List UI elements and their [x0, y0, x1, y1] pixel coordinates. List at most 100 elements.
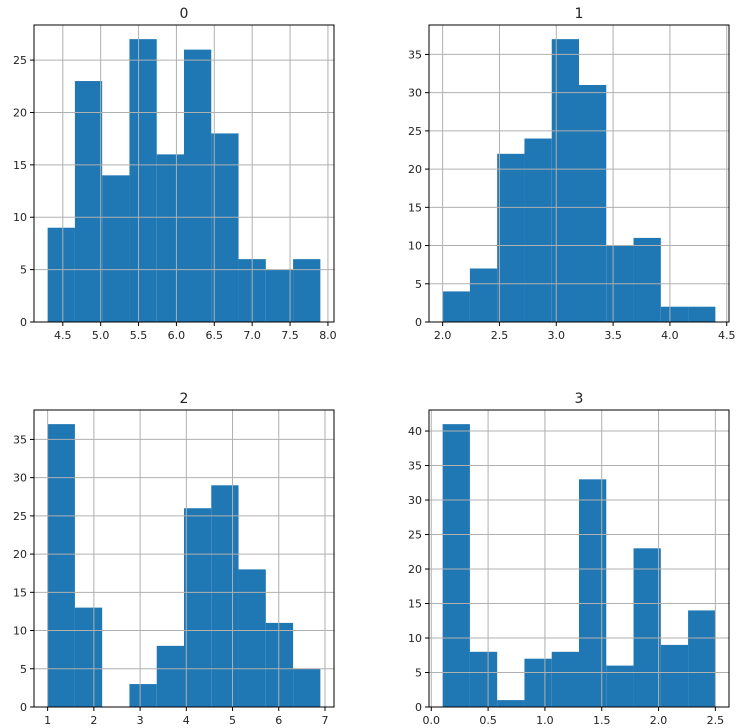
histogram-bar — [633, 548, 661, 707]
y-tick-label: 0 — [415, 316, 422, 329]
histogram-bar — [469, 268, 498, 322]
histogram-bar — [129, 39, 157, 323]
subplot-2: 2 1 2 3 4 5 6 7 0 5 10 15 20 25 30 35 — [13, 391, 335, 727]
histogram-bar — [156, 645, 184, 707]
x-tick-label: 7 — [321, 714, 328, 727]
y-tick-label: 15 — [408, 598, 422, 611]
y-tick-label: 10 — [13, 211, 27, 224]
subplot-title: 1 — [575, 6, 584, 22]
y-tick-label: 35 — [13, 433, 27, 446]
histogram-bar — [606, 665, 634, 707]
x-tick-label: 2.0 — [434, 329, 452, 342]
y-tick-label: 0 — [20, 701, 27, 714]
axes-frame — [33, 24, 335, 323]
histogram-bar — [129, 684, 157, 707]
histogram-bar — [497, 700, 525, 707]
histogram-bar — [660, 306, 689, 322]
y-tick-label: 20 — [408, 163, 422, 176]
x-tick-label: 6 — [275, 714, 282, 727]
y-tick-label: 10 — [408, 240, 422, 253]
x-tick-label: 3.5 — [604, 329, 622, 342]
histogram-bar — [524, 138, 552, 322]
histogram-bar — [102, 175, 130, 322]
x-tick-label: 4.5 — [54, 329, 72, 342]
x-tick-label: 7.5 — [281, 329, 299, 342]
histogram-bar — [660, 644, 689, 707]
histogram-bar — [238, 569, 266, 707]
histogram-bar — [293, 668, 321, 707]
y-tick-label: 10 — [13, 625, 27, 638]
histogram-bar — [442, 424, 470, 707]
x-tick-label: 1.0 — [536, 714, 554, 727]
x-tick-label: 2.5 — [491, 329, 509, 342]
x-tick-label: 1 — [44, 714, 51, 727]
histogram-bar — [47, 424, 75, 707]
subplot-title: 0 — [180, 6, 189, 22]
subplot-title: 2 — [180, 391, 189, 407]
x-tick-label: 6.0 — [168, 329, 186, 342]
y-tick-label: 35 — [408, 460, 422, 473]
x-tick-label: 2.0 — [650, 714, 668, 727]
histogram-bar — [633, 237, 661, 322]
y-tick-label: 5 — [415, 278, 422, 291]
axes-frame — [33, 409, 335, 708]
y-tick-label: 15 — [13, 159, 27, 172]
x-tick-label: 5.5 — [130, 329, 148, 342]
y-tick-label: 15 — [408, 201, 422, 214]
histogram-bar — [688, 306, 716, 322]
y-tick-label: 5 — [20, 264, 27, 277]
histogram-bar — [47, 227, 75, 322]
histogram-bar — [442, 291, 470, 322]
y-tick-label: 30 — [408, 494, 422, 507]
y-tick-label: 25 — [408, 125, 422, 138]
histogram-bar — [156, 154, 184, 322]
x-tick-label: 2 — [90, 714, 97, 727]
y-tick-label: 40 — [408, 425, 422, 438]
histogram-bar — [524, 658, 552, 707]
y-tick-label: 25 — [408, 529, 422, 542]
subplot-title: 3 — [575, 391, 584, 407]
y-tick-label: 5 — [415, 667, 422, 680]
y-tick-label: 25 — [13, 510, 27, 523]
histogram-bar — [74, 607, 103, 707]
x-tick-label: 5.0 — [92, 329, 110, 342]
histogram-bar — [551, 651, 579, 707]
x-tick-label: 4 — [183, 714, 190, 727]
axes-frame — [428, 24, 730, 323]
subplot-3: 3 0.0 0.5 1.0 1.5 2.0 2.5 0 5 10 15 20 25 30 35 40 — [408, 391, 730, 727]
x-tick-label: 3 — [137, 714, 144, 727]
histogram-bar — [74, 81, 103, 322]
y-tick-label: 15 — [13, 586, 27, 599]
x-tick-label: 4.5 — [718, 329, 736, 342]
x-tick-label: 6.5 — [206, 329, 224, 342]
y-tick-label: 0 — [415, 701, 422, 714]
x-tick-label: 5 — [229, 714, 236, 727]
y-tick-label: 0 — [20, 316, 27, 329]
histogram-bar — [469, 651, 498, 707]
histogram-bar — [265, 622, 294, 707]
x-tick-label: 3.0 — [548, 329, 566, 342]
subplot-0: 0 4.5 5.0 5.5 6.0 6.5 7.0 7.5 8.0 0 5 10 15 20 25 — [13, 6, 337, 342]
histogram-bar — [265, 269, 294, 322]
subplot-1: 1 2.0 2.5 3.0 3.5 4.0 4.5 0 5 10 15 20 25 30 35 — [408, 6, 735, 342]
histogram-bar — [293, 259, 321, 322]
x-tick-label: 2.5 — [707, 714, 725, 727]
x-tick-label: 0.0 — [423, 714, 441, 727]
histogram-bar — [579, 85, 607, 322]
y-tick-label: 20 — [13, 106, 27, 119]
x-tick-label: 4.0 — [661, 329, 679, 342]
axes-frame — [428, 409, 730, 708]
y-tick-label: 5 — [20, 663, 27, 676]
histogram-bar — [184, 49, 212, 322]
y-tick-label: 10 — [408, 632, 422, 645]
y-tick-label: 30 — [408, 87, 422, 100]
histogram-bar — [184, 508, 212, 707]
x-tick-label: 1.5 — [593, 714, 611, 727]
y-tick-label: 25 — [13, 54, 27, 67]
histogram-bar — [497, 153, 525, 322]
x-tick-label: 0.5 — [479, 714, 497, 727]
y-tick-label: 30 — [13, 472, 27, 485]
y-tick-label: 20 — [408, 563, 422, 576]
histogram-bar — [211, 485, 239, 707]
